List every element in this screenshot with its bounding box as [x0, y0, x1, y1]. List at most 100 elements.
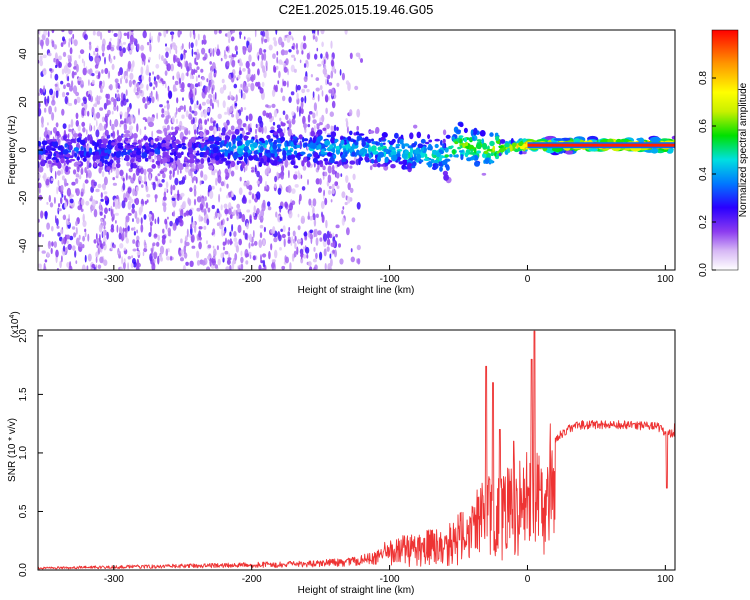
spectrogram-blob-3606: [380, 136, 386, 141]
spectrogram-blob-1021: [43, 30, 48, 36]
spectrogram-blob-2213: [246, 180, 250, 187]
spectrogram-blob-1512: [248, 113, 253, 122]
spectrogram-blob-3210: [199, 151, 204, 158]
spectrogram-blob-3702: [366, 144, 370, 148]
spectrogram-blob-645: [194, 116, 198, 124]
spectrogram-blob-1398: [213, 68, 216, 74]
spectrogram-blob-1202: [169, 170, 172, 175]
spectrogram-blob-1640: [332, 232, 335, 237]
spectrogram-blob-1605: [196, 126, 199, 135]
spectrogram-blob-1952: [134, 197, 140, 206]
spectrogram-blob-3196: [273, 159, 278, 166]
spectrogram-blob-1866: [115, 168, 120, 177]
spectrogram-blob-129: [136, 235, 140, 242]
spectrogram-blob-2881: [472, 154, 479, 161]
spectrogram-blob-1776: [318, 187, 322, 193]
spectrogram-blob-1565: [61, 108, 65, 116]
spectrogram-blob-829: [312, 198, 317, 207]
spectrogram-blob-3648: [359, 148, 364, 154]
spectrogram-blob-2742: [115, 162, 121, 169]
spectrogram-blob-1151: [354, 85, 359, 91]
spectrogram-blob-1295: [211, 87, 214, 95]
spectrogram-blob-2229: [303, 122, 306, 131]
spectrogram-blob-2111: [127, 201, 132, 210]
spectrogram-blob-2100: [164, 118, 169, 125]
spectrogram-blob-1912: [299, 59, 302, 64]
spectrogram-blob-1228: [176, 118, 178, 124]
spectrogram-blob-3188: [280, 122, 286, 127]
spectrogram-blob-23: [144, 126, 147, 130]
spectrogram-blob-157: [278, 70, 281, 79]
spectrogram-blob-3054: [148, 121, 154, 128]
spectrogram-blob-637: [124, 230, 128, 238]
spectrogram-blob-1350: [193, 51, 198, 55]
spectrogram-blob-1031: [290, 91, 295, 96]
spectrogram-blob-335: [136, 247, 139, 252]
spectrogram-blob-1404: [287, 185, 292, 194]
spectrogram-blob-1824: [339, 69, 342, 76]
spectrogram-blob-1371: [139, 83, 144, 89]
spectrogram-blob-2908: [189, 163, 193, 168]
spectrogram-blob-2145: [203, 109, 208, 118]
spectrogram-blob-1533: [84, 30, 87, 33]
spectrogram-blob-1775: [96, 57, 101, 64]
spectrogram-blob-3689: [553, 138, 564, 141]
spectrogram-blob-633: [99, 80, 103, 85]
spectrogram-blob-1163: [190, 223, 193, 230]
spectrogram-blob-208: [56, 218, 59, 227]
spectrogram-blob-1558: [252, 230, 255, 238]
spectrogram-blob-2820: [486, 148, 493, 152]
spectrogram-blob-1748: [211, 102, 214, 110]
spectrogram-blob-1826: [95, 256, 98, 263]
spectrogram-blob-394: [100, 192, 103, 199]
spectrogram-blob-2198: [318, 178, 322, 185]
spectrogram-blob-1256: [144, 200, 148, 205]
spectrogram-blob-3402: [122, 151, 128, 156]
spectrogram-blob-724: [252, 255, 256, 261]
spectrogram-blob-1397: [95, 97, 97, 102]
spectrogram-blob-1422: [306, 253, 309, 259]
spectrogram-blob-2304: [230, 125, 235, 131]
spectrogram-blob-1496: [213, 216, 216, 220]
spectrogram-blob-1401: [180, 72, 185, 82]
spectrogram-blob-1598: [188, 130, 191, 135]
spectrogram-blob-29: [132, 188, 136, 197]
spectrogram-blob-1490: [296, 92, 299, 100]
spectrogram-blob-259: [146, 96, 149, 103]
spectrogram-blob-2045: [282, 95, 286, 102]
spectrogram-blob-126: [133, 231, 136, 236]
spectrogram-blob-734: [222, 100, 226, 109]
spectrogram-blob-1059: [357, 258, 361, 265]
spectrogram-blob-2259: [67, 243, 72, 251]
spectrogram-blob-984: [149, 221, 153, 227]
spectrogram-blob-3715: [417, 143, 424, 149]
spectrogram-x-label: Height of straight line (km): [298, 285, 415, 296]
spectrogram-blob-2270: [303, 35, 306, 42]
spectrogram-blob-1642: [258, 47, 263, 56]
spectrogram-blob-1791: [291, 253, 295, 262]
spectrogram-blob-1794: [185, 60, 189, 70]
spectrogram-blob-2093: [122, 231, 125, 240]
spectrogram-blob-2024: [253, 215, 257, 220]
spectrogram-blob-676: [53, 45, 57, 50]
spectrogram-blob-1596: [127, 43, 131, 52]
spectrogram-blob-3442: [448, 145, 453, 150]
spectrogram-blob-615: [346, 227, 350, 236]
spectrogram-blob-2050: [68, 213, 70, 223]
spectrogram-blob-3572: [198, 143, 202, 149]
spectrogram-blob-1547: [123, 71, 126, 80]
spectrogram-blob-3225: [244, 145, 249, 151]
spectrogram-blob-1447: [156, 74, 160, 80]
spectrogram-blob-3751: [141, 152, 148, 159]
spectrogram-blob-721: [291, 37, 294, 41]
spectrogram-blob-709: [288, 49, 292, 53]
spectrogram-blob-1505: [262, 239, 266, 246]
spectrogram-blob-1201: [82, 127, 86, 133]
spectrogram-blob-1918: [152, 181, 156, 191]
spectrogram-blob-1429: [209, 80, 212, 88]
spectrogram-blob-1589: [55, 58, 60, 67]
spectrogram-blob-2182: [128, 79, 132, 88]
spectrogram-blob-1921: [330, 199, 333, 203]
spectrogram-blob-2936: [136, 155, 142, 159]
spectrogram-blob-2941: [463, 127, 468, 134]
